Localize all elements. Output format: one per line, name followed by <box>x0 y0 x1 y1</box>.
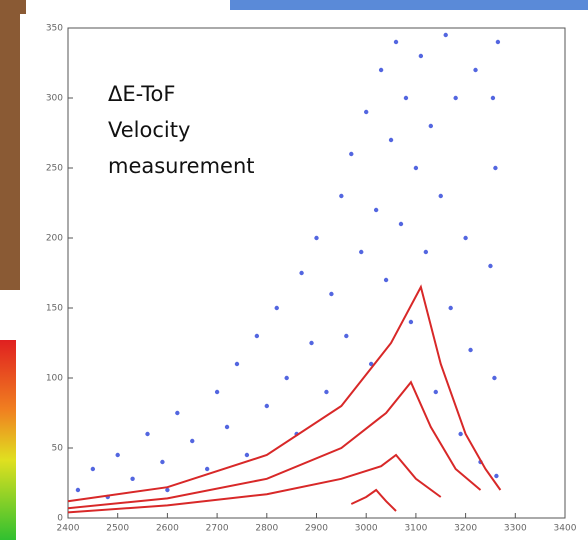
scatter-point <box>264 403 269 409</box>
curve <box>350 488 397 512</box>
scatter-point <box>224 424 230 430</box>
curve <box>67 380 482 510</box>
scatter-point <box>378 67 384 73</box>
scatter-point <box>448 305 453 311</box>
scatter-point <box>214 389 220 395</box>
scatter-point <box>408 319 414 325</box>
scatter-point <box>423 249 429 255</box>
scatter-point <box>254 333 260 339</box>
scatter-point <box>314 235 319 241</box>
x-tick-label: 2500 <box>106 524 129 534</box>
annotation: ΔE-ToF <box>108 82 175 106</box>
scatter-point <box>418 53 424 59</box>
plot-background <box>20 14 582 548</box>
y-tick-label: 350 <box>46 24 63 34</box>
scatter-point <box>165 487 170 493</box>
scatter-point <box>413 165 419 171</box>
x-tick-label: 2700 <box>206 524 229 534</box>
x-tick-label: 2400 <box>57 524 80 534</box>
scatter-point <box>190 438 195 444</box>
annotation: Velocity <box>108 118 190 142</box>
x-tick-label: 3300 <box>504 524 527 534</box>
annotation: measurement <box>108 154 255 178</box>
scatter-point <box>490 95 496 101</box>
y-tick-label: 200 <box>46 234 63 244</box>
scatter-point <box>494 473 499 479</box>
scatter-point <box>160 459 165 465</box>
x-tick-label: 2900 <box>305 524 328 534</box>
scatter-point <box>359 249 364 255</box>
scatter-point <box>299 270 304 276</box>
y-tick-label: 100 <box>46 374 63 384</box>
y-tick-label: 150 <box>46 304 63 314</box>
scatter-point <box>75 487 81 493</box>
y-tick-label: 250 <box>46 164 63 174</box>
scatter-point <box>463 235 468 241</box>
scatter-point <box>493 165 498 171</box>
scatter-point <box>274 305 279 311</box>
colorbar <box>0 340 16 540</box>
x-tick-label: 3100 <box>404 524 427 534</box>
scatter-point <box>339 193 344 199</box>
background-bar <box>230 0 588 10</box>
scatter-point <box>90 466 96 472</box>
scatter-point <box>364 109 369 115</box>
y-tick-label: 300 <box>46 94 63 104</box>
scatter-point <box>309 340 314 346</box>
scatter-point <box>175 410 180 416</box>
scatter-point <box>130 476 135 481</box>
curve <box>67 284 502 503</box>
scatter-point <box>453 95 458 101</box>
scatter-point <box>473 67 478 73</box>
scatter-point <box>329 291 334 297</box>
x-tick-label: 3200 <box>454 524 477 534</box>
scatter-point <box>373 207 379 213</box>
scatter-point <box>443 32 448 38</box>
scatter-point <box>398 221 404 227</box>
scatter-point <box>324 389 329 395</box>
x-tick-label: 2800 <box>255 524 278 534</box>
scatter-point <box>344 333 349 339</box>
scatter-point <box>244 452 250 458</box>
scatter-point <box>284 375 289 381</box>
scatter-point <box>438 193 443 199</box>
scatter-point <box>368 361 374 367</box>
x-tick-label: 3000 <box>355 524 378 534</box>
scatter-point <box>234 361 240 367</box>
scatter-point <box>349 151 354 157</box>
scatter-point <box>495 39 501 45</box>
scatter-point <box>458 431 463 437</box>
y-tick-label: 0 <box>57 514 63 524</box>
scatter-point <box>433 389 438 395</box>
scatter-point <box>468 347 473 353</box>
x-tick-label: 3400 <box>554 524 577 534</box>
scatter-point <box>115 452 120 458</box>
scatter-point <box>204 466 210 472</box>
scatter-point <box>383 277 389 283</box>
scatter-point <box>388 137 394 143</box>
scatter-point <box>145 431 150 437</box>
curve <box>67 453 442 514</box>
scatter-point <box>393 39 399 45</box>
scatter-point <box>492 375 497 381</box>
scatter-point <box>403 95 409 101</box>
y-tick-label: 50 <box>52 444 64 454</box>
scatter-point <box>428 123 434 129</box>
x-tick-label: 2600 <box>156 524 179 534</box>
scatter-point <box>488 263 493 269</box>
